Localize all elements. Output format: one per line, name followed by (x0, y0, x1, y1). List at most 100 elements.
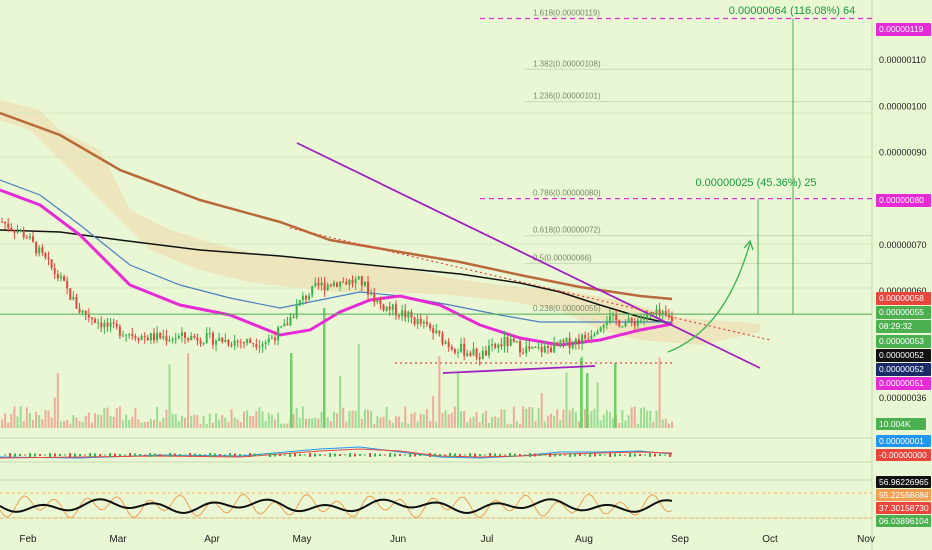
volume-bar (528, 406, 531, 428)
candle-body (286, 323, 289, 326)
volume-bar (546, 415, 549, 428)
volume-bar (491, 417, 494, 428)
candle-body (304, 295, 307, 300)
volume-bar (562, 409, 565, 428)
macd-histogram-bar (149, 453, 151, 457)
volume-bar (487, 422, 490, 428)
candle-body (112, 322, 115, 324)
candle-body (667, 314, 670, 317)
candle-body (208, 333, 211, 335)
macd-histogram-bar (254, 453, 256, 457)
macd-histogram-bar (109, 453, 111, 457)
candle-body (345, 281, 348, 285)
macd-histogram-bar (429, 453, 431, 457)
volume-badge-label: 10.004K (879, 419, 911, 429)
volume-bar (574, 412, 577, 428)
volume-bar (447, 414, 450, 428)
month-label: Aug (575, 534, 593, 545)
macd-histogram-bar (404, 454, 406, 456)
candle-body (546, 346, 549, 348)
candle-body (503, 336, 506, 347)
price-tick-label: 0.00000090 (879, 147, 927, 157)
macd-histogram-bar (284, 454, 286, 456)
volume-bar (146, 421, 149, 428)
volume-bar (429, 420, 432, 428)
macd-histogram-bar (274, 453, 276, 457)
candle-body (401, 310, 404, 317)
candle-body (134, 336, 137, 339)
candle-body (187, 337, 190, 341)
volume-bar (115, 408, 118, 428)
candle-body (261, 344, 264, 347)
volume-bar (7, 422, 10, 428)
macd-histogram-bar (654, 453, 656, 457)
macd-histogram-bar (89, 453, 91, 457)
macd-histogram-bar (259, 454, 261, 456)
volume-bar (295, 408, 298, 428)
rsi-badge (876, 515, 931, 527)
candle-body (19, 230, 22, 232)
volume-bar (78, 421, 81, 428)
volume-bar (646, 410, 649, 428)
macd-histogram-bar (444, 454, 446, 456)
candle-body (332, 282, 335, 287)
macd-histogram-bar (154, 453, 156, 457)
candle-body (159, 332, 162, 339)
fib-label: 1.236(0.00000101) (533, 92, 601, 101)
volume-bar (125, 414, 128, 428)
volume-bar (466, 422, 469, 428)
volume-bar (140, 422, 143, 428)
volume-bar (249, 415, 252, 428)
volume-bar (69, 423, 72, 428)
candle-body (199, 340, 202, 344)
month-label: Feb (19, 534, 37, 545)
candle-body (270, 337, 273, 339)
volume-bar (233, 417, 236, 428)
candle-body (658, 309, 661, 315)
volume-bar (283, 423, 286, 428)
candle-body (336, 282, 338, 287)
candle-body (469, 353, 472, 356)
fib-label: 1.382(0.00000108) (533, 59, 601, 68)
volume-bar (503, 409, 506, 428)
volume-bar (410, 413, 413, 428)
rsi-badge-label: 06.03896104 (879, 516, 929, 526)
candle-body (500, 344, 503, 347)
macd-histogram-bar (174, 453, 176, 457)
candle-body (373, 293, 376, 303)
candle-body (103, 322, 106, 328)
volume-bar (41, 419, 44, 428)
volume-bar (621, 410, 624, 428)
candle-body (531, 346, 534, 349)
time-axis: Feb Mar Apr May Jun Jul Aug Sep Oct Nov (19, 534, 875, 545)
candle-body (515, 341, 518, 343)
candle-body (115, 323, 118, 327)
candle-body (7, 223, 10, 228)
candle-body (149, 333, 152, 341)
volume-bar (531, 407, 534, 428)
volume-bar (242, 411, 245, 428)
macd-histogram-bar (519, 454, 521, 456)
macd-histogram-bar (239, 454, 241, 456)
macd-histogram-bar (504, 454, 506, 456)
volume-bar (44, 410, 47, 428)
candle-body (100, 322, 103, 328)
candle-body (394, 304, 397, 316)
volume-bar (103, 408, 106, 428)
volume-bar (478, 422, 481, 428)
macd-histogram-bar (289, 453, 291, 457)
candle-body (339, 281, 342, 287)
volume-bar (475, 412, 478, 428)
price-badge-label: 08:29:32 (879, 321, 912, 331)
volume-bar (196, 415, 199, 428)
price-badge (876, 306, 931, 319)
macd-histogram-bar (134, 453, 136, 457)
candle-body (255, 343, 258, 348)
volume-bar (332, 411, 335, 428)
volume-bar (556, 409, 559, 428)
volume-bar (649, 410, 652, 428)
candle-body (581, 335, 584, 344)
candle-body (56, 273, 59, 279)
month-label: Sep (671, 534, 689, 545)
